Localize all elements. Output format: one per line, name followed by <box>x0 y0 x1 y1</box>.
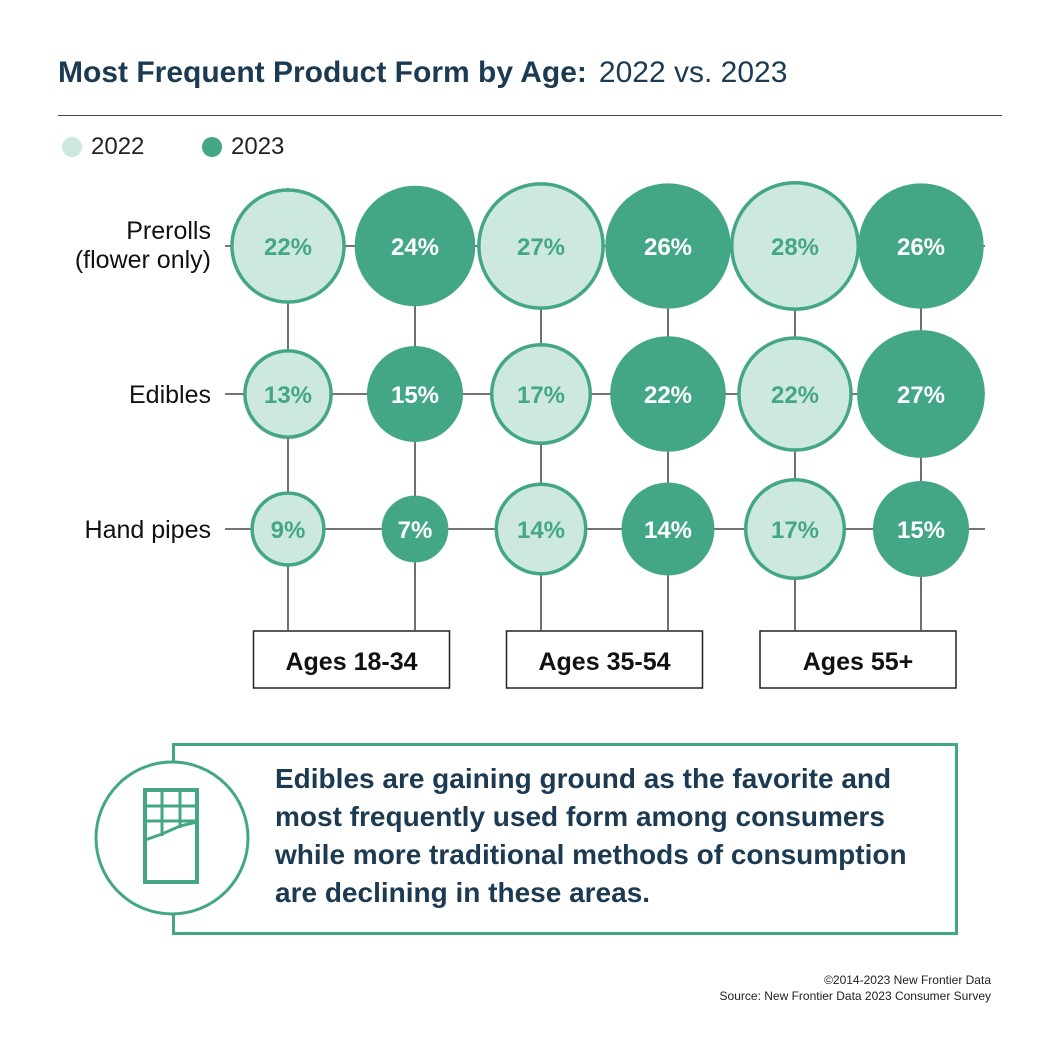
bubble-hand-pipes-ages-35-54-2023-label: 14% <box>644 517 692 544</box>
bubble-prerolls-flower-only-ages-18-34-2022-label: 22% <box>264 234 312 261</box>
bubble-prerolls-flower-only-ages-35-54-2022 <box>477 182 605 310</box>
bubble-prerolls-flower-only-ages-18-34-2022 <box>230 188 346 304</box>
chocolate-bar-icon <box>92 758 252 918</box>
bubble-hand-pipes-ages-35-54-2022 <box>494 482 588 576</box>
bubble-hand-pipes-ages-18-34-2023 <box>381 495 449 563</box>
bubble-prerolls-flower-only-ages-55-2022-label: 28% <box>771 234 819 261</box>
bubble-prerolls-flower-only-ages-55-2023 <box>858 183 984 309</box>
bubble-edibles-ages-18-34-2023-label: 15% <box>391 382 439 409</box>
legend-swatch-2022 <box>62 137 82 157</box>
bubble-hand-pipes-ages-55-2022 <box>743 477 847 581</box>
bubble-prerolls-flower-only-ages-35-54-2022-label: 27% <box>517 234 565 261</box>
bubble-edibles-ages-55-2023-label: 27% <box>897 382 945 409</box>
callout-text: Edibles are gaining ground as the favori… <box>275 763 907 908</box>
group-label-ages-18-34: Ages 18-34 <box>285 648 417 676</box>
bubble-hand-pipes-ages-18-34-2023-label: 7% <box>398 517 433 544</box>
bubble-edibles-ages-55-2023 <box>857 330 985 458</box>
bubble-prerolls-flower-only-ages-55-2023-label: 26% <box>897 234 945 261</box>
bubble-hand-pipes-ages-35-54-2023 <box>621 482 715 576</box>
bubble-edibles-ages-18-34-2022-label: 13% <box>264 382 312 409</box>
footer-copyright: ©2014-2023 New Frontier Data <box>824 973 991 987</box>
bubble-edibles-ages-35-54-2023-label: 22% <box>644 382 692 409</box>
bubble-prerolls-flower-only-ages-18-34-2023-label: 24% <box>391 234 439 261</box>
chart-title: Most Frequent Product Form by Age: 2022 v… <box>58 56 787 90</box>
legend-label-2022: 2022 <box>91 133 145 160</box>
bubble-hand-pipes-ages-55-2022-label: 17% <box>771 517 819 544</box>
legend-label-2023: 2023 <box>231 133 285 160</box>
bubble-chart: Prerolls (flower only) Edibles Hand pipes 22… <box>75 181 985 689</box>
bubble-edibles-ages-35-54-2022 <box>489 342 593 446</box>
bubble-edibles-ages-35-54-2022-label: 17% <box>517 382 565 409</box>
group-label-ages-35-54: Ages 35-54 <box>538 648 670 676</box>
row-label-hand-pipes: Hand pipes <box>85 516 211 544</box>
bubble-prerolls-flower-only-ages-55-2022 <box>730 181 860 311</box>
row-label-edibles: Edibles <box>129 381 211 409</box>
legend-item-2022: 2022 <box>62 132 144 162</box>
bubble-hand-pipes-ages-55-2023-label: 15% <box>897 517 945 544</box>
bubble-hand-pipes-ages-18-34-2022 <box>250 491 326 567</box>
group-box-ages-55 <box>759 630 957 689</box>
bubble-edibles-ages-18-34-2022 <box>243 349 333 439</box>
bubble-edibles-ages-55-2022-label: 22% <box>771 382 819 409</box>
title-main: Most Frequent Product Form by Age: <box>58 56 587 89</box>
legend-item-2023: 2023 <box>202 132 284 162</box>
footer-source: Source: New Frontier Data 2023 Consumer … <box>719 989 991 1003</box>
bubble-edibles-ages-18-34-2023 <box>366 345 464 443</box>
group-box-ages-18-34 <box>252 630 451 689</box>
title-divider <box>58 115 1002 116</box>
bubble-edibles-ages-35-54-2023 <box>610 336 726 452</box>
legend-swatch-2023 <box>202 137 222 157</box>
bubble-prerolls-flower-only-ages-35-54-2023-label: 26% <box>644 234 692 261</box>
bubble-hand-pipes-ages-18-34-2022-label: 9% <box>271 517 306 544</box>
footer: ©2014-2023 New Frontier Data Source: New… <box>720 972 991 1004</box>
bubble-prerolls-flower-only-ages-35-54-2023 <box>605 183 731 309</box>
bubble-hand-pipes-ages-35-54-2022-label: 14% <box>517 517 565 544</box>
bubble-hand-pipes-ages-55-2023 <box>872 480 970 578</box>
bubble-edibles-ages-55-2022 <box>737 336 853 452</box>
title-years: 2022 vs. 2023 <box>598 56 788 89</box>
group-box-ages-35-54 <box>505 630 704 689</box>
row-label-prerolls: Prerolls (flower only) <box>75 217 211 274</box>
bubble-prerolls-flower-only-ages-18-34-2023 <box>354 185 476 307</box>
group-label-ages-55: Ages 55+ <box>803 648 914 676</box>
